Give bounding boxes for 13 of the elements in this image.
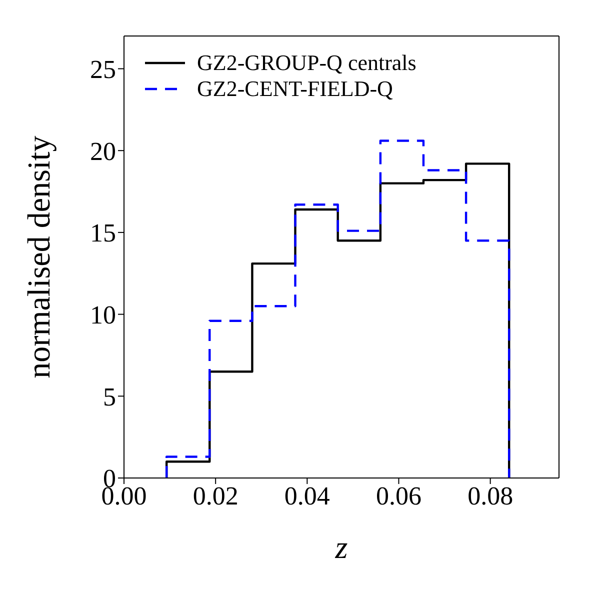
x-tick-label: 0.06 [376, 481, 422, 510]
x-tick-label: 0.02 [192, 481, 238, 510]
y-tick-label: 25 [90, 54, 116, 84]
x-tick-label: 0.08 [468, 481, 514, 510]
y-tick-label: 5 [103, 382, 116, 412]
x-axis-title: z [334, 529, 348, 565]
y-axis-title: normalised density [20, 136, 56, 378]
x-tick-label: 0.04 [284, 481, 330, 510]
legend-label: GZ2-GROUP-Q centrals [197, 50, 416, 76]
legend-label: GZ2-CENT-FIELD-Q [197, 76, 393, 102]
y-tick-label: 20 [90, 136, 116, 166]
y-tick-label: 15 [90, 218, 116, 248]
y-tick-label: 10 [90, 300, 116, 330]
